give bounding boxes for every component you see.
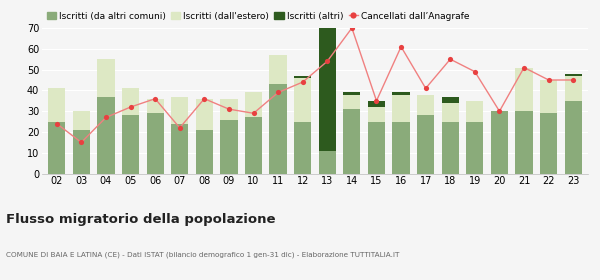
Point xyxy=(101,115,111,120)
Bar xyxy=(319,28,336,151)
Bar xyxy=(343,109,361,174)
Bar xyxy=(515,111,533,174)
Bar xyxy=(343,92,361,95)
Bar xyxy=(466,101,484,122)
Point xyxy=(347,26,356,30)
Bar xyxy=(540,80,557,113)
Point xyxy=(151,97,160,101)
Bar xyxy=(319,151,336,174)
Bar xyxy=(343,95,361,109)
Bar xyxy=(565,101,582,174)
Bar xyxy=(245,92,262,117)
Point xyxy=(126,105,136,109)
Text: COMUNE DI BAIA E LATINA (CE) - Dati ISTAT (bilancio demografico 1 gen-31 dic) - : COMUNE DI BAIA E LATINA (CE) - Dati ISTA… xyxy=(6,252,400,258)
Bar xyxy=(146,99,164,113)
Point xyxy=(175,126,185,130)
Point xyxy=(519,65,529,70)
Legend: Iscritti (da altri comuni), Iscritti (dall'estero), Iscritti (altri), Cancellati: Iscritti (da altri comuni), Iscritti (da… xyxy=(47,11,469,20)
Point xyxy=(52,122,62,126)
Bar xyxy=(442,122,459,174)
Bar xyxy=(442,103,459,122)
Bar xyxy=(515,67,533,111)
Point xyxy=(77,140,86,145)
Bar xyxy=(565,76,582,101)
Bar xyxy=(171,124,188,174)
Point xyxy=(249,111,259,116)
Point xyxy=(200,97,209,101)
Point xyxy=(298,80,308,84)
Point xyxy=(322,59,332,64)
Point xyxy=(544,78,553,82)
Bar xyxy=(294,76,311,78)
Point xyxy=(494,109,504,113)
Point xyxy=(274,90,283,95)
Bar xyxy=(294,78,311,122)
Bar xyxy=(122,115,139,174)
Bar xyxy=(540,113,557,174)
Point xyxy=(224,107,234,111)
Point xyxy=(470,69,479,74)
Point xyxy=(568,78,578,82)
Text: Flusso migratorio della popolazione: Flusso migratorio della popolazione xyxy=(6,213,275,226)
Bar xyxy=(196,130,213,174)
Bar xyxy=(122,88,139,115)
Point xyxy=(421,86,430,90)
Bar xyxy=(220,120,238,174)
Point xyxy=(371,99,381,103)
Bar xyxy=(269,55,287,84)
Bar xyxy=(245,117,262,174)
Bar xyxy=(368,107,385,122)
Bar xyxy=(48,88,65,122)
Bar xyxy=(392,92,410,95)
Bar xyxy=(146,113,164,174)
Bar xyxy=(417,95,434,115)
Bar xyxy=(171,97,188,124)
Bar xyxy=(97,97,115,174)
Bar xyxy=(73,111,90,130)
Bar xyxy=(294,122,311,174)
Bar xyxy=(491,111,508,174)
Point xyxy=(396,45,406,49)
Bar xyxy=(220,99,238,120)
Bar xyxy=(368,101,385,107)
Bar xyxy=(269,84,287,174)
Bar xyxy=(48,122,65,174)
Bar xyxy=(196,99,213,130)
Bar xyxy=(442,97,459,103)
Bar xyxy=(368,122,385,174)
Bar xyxy=(392,95,410,122)
Point xyxy=(445,57,455,61)
Bar xyxy=(565,74,582,76)
Bar xyxy=(73,130,90,174)
Bar xyxy=(392,122,410,174)
Bar xyxy=(97,59,115,97)
Bar xyxy=(417,115,434,174)
Bar xyxy=(466,122,484,174)
